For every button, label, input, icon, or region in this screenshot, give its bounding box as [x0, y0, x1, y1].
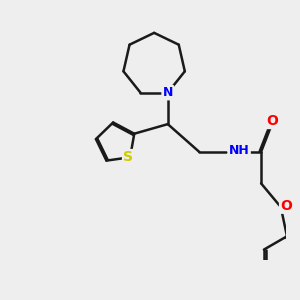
Text: O: O: [266, 114, 278, 128]
Text: S: S: [123, 150, 133, 164]
Text: NH: NH: [229, 144, 250, 157]
Text: N: N: [163, 86, 173, 99]
Text: O: O: [280, 199, 292, 213]
